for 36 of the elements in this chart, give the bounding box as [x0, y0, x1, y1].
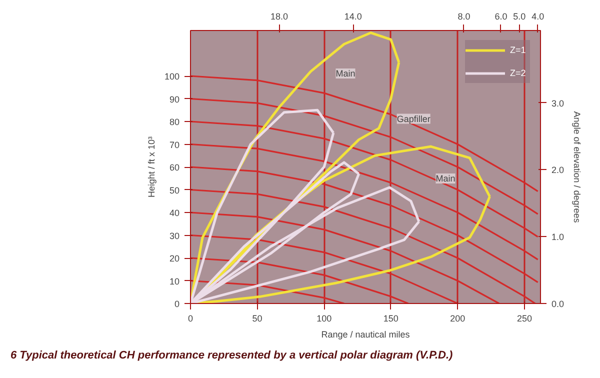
x2-tick-label: 6.0	[494, 12, 508, 22]
y-tick-label: 40	[169, 208, 180, 218]
annotation: Main	[436, 174, 456, 184]
x2-tick-label: 5.0	[513, 12, 526, 22]
legend-label: Z=2	[510, 68, 527, 78]
y-tick-label: 50	[169, 185, 180, 196]
y-tick-label: 80	[169, 117, 180, 127]
x2-tick-label: 4.0	[532, 12, 544, 22]
x-tick-label: 50	[252, 314, 262, 324]
y-tick-label: 20	[169, 254, 180, 264]
y-tick-label: 70	[169, 140, 180, 150]
y2-axis-title: Angle of elevation / degrees	[572, 111, 582, 224]
y-tick-label: 0	[174, 299, 180, 309]
text: 6 Typical theoretical CH performance represented by a vertical polar diagram (V.P.D.)	[10, 350, 454, 362]
x-axis-title: Range / nautical miles	[321, 330, 410, 340]
y-tick-label: 90	[169, 94, 180, 104]
y2-tick-label: 0.0	[552, 299, 564, 309]
legend-label: Z=1	[510, 45, 527, 55]
x2-tick-label: 14.0	[344, 12, 362, 22]
y-tick-label: 100	[164, 72, 180, 82]
y-tick-label: 10	[169, 276, 180, 286]
y-tick-label: 60	[169, 162, 180, 172]
x-tick-label: 200	[450, 314, 466, 324]
y-tick-label: 30	[169, 230, 180, 241]
y2-tick-label: 3.0	[552, 98, 564, 108]
y-axis-title: Height / ft x 10³	[146, 136, 156, 198]
x2-tick-label: 8.0	[458, 12, 470, 22]
y2-tick-label: 2.0	[552, 165, 564, 176]
x2-tick-label: 18.0	[270, 12, 288, 22]
x-tick-label: 150	[383, 314, 398, 324]
x-tick-label: 0	[188, 314, 194, 324]
annotation: Main	[336, 68, 356, 78]
x-tick-label: 100	[316, 314, 332, 324]
x-tick-label: 250	[516, 314, 532, 324]
y2-tick-label: 1.0	[552, 232, 564, 242]
annotation: Gapfiller	[396, 114, 430, 124]
